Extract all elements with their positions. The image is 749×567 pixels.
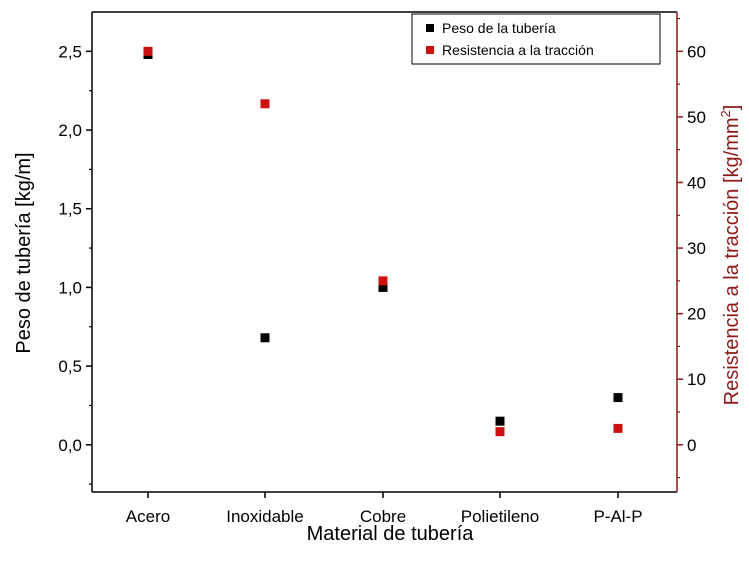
left-tick-label: 2,0 <box>58 121 82 140</box>
right-tick-label: 0 <box>687 436 696 455</box>
x-axis-title: Material de tubería <box>307 523 475 545</box>
left-tick-label: 1,0 <box>58 278 82 297</box>
left-tick-label: 1,5 <box>58 200 82 219</box>
peso-point-inoxidable <box>260 333 270 343</box>
left-axis-title: Peso de tubería [kg/m] <box>13 152 35 353</box>
right-tick-label: 60 <box>687 42 706 61</box>
right-tick-label: 50 <box>687 108 706 127</box>
x-tick-label-p-al-p: P-Al-P <box>593 507 642 526</box>
peso-point-polietileno <box>495 416 505 426</box>
x-tick-label-acero: Acero <box>126 507 170 526</box>
resistencia-point-inoxidable <box>260 99 270 109</box>
right-tick-label: 10 <box>687 370 706 389</box>
right-tick-label: 40 <box>687 173 706 192</box>
legend-box <box>411 13 661 65</box>
peso-point-p-al-p <box>613 393 623 403</box>
x-tick-label-cobre: Cobre <box>360 507 406 526</box>
right-axis-title-end: ] <box>721 105 743 111</box>
right-axis-title-main: Resistencia a la tracción [kg/mm <box>721 117 743 405</box>
right-tick-label: 30 <box>687 239 706 258</box>
right-axis-title-superscript: 2 <box>718 110 733 117</box>
resistencia-point-cobre <box>378 276 388 286</box>
legend-label-peso: Peso de la tubería <box>442 20 556 36</box>
right-tick-label: 20 <box>687 305 706 324</box>
right-axis-title: Resistencia a la tracción [kg/mm2] <box>718 105 743 406</box>
left-tick-label: 0,5 <box>58 357 82 376</box>
legend-label-resistencia: Resistencia a la tracción <box>442 42 594 58</box>
x-tick-label-inoxidable: Inoxidable <box>226 507 304 526</box>
resistencia-point-acero <box>143 46 153 56</box>
x-tick-label-polietileno: Polietileno <box>461 507 539 526</box>
left-tick-label: 2,5 <box>58 42 82 61</box>
left-tick-label: 0,0 <box>58 436 82 455</box>
legend-swatch-peso <box>426 24 434 32</box>
peso-point-cobre <box>378 282 388 292</box>
legend-swatch-resistencia <box>426 46 434 54</box>
resistencia-point-p-al-p <box>613 423 623 433</box>
resistencia-point-polietileno <box>495 427 505 437</box>
